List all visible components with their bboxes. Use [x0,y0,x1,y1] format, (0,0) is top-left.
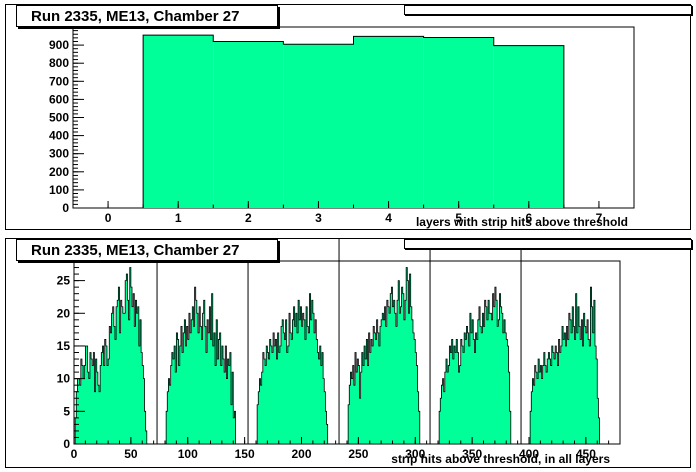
strip-hits-histogram-pad: Run 2335, ME13, Chamber 27 0 50 100 150 200 2… [5,238,692,468]
y-tick-label: 0 [63,437,70,451]
y-tick-label: 20 [57,306,71,320]
y-tick-label: 300 [49,147,69,161]
x-tick-label: 100 [178,447,198,461]
histogram-outline [142,34,565,208]
chart-title: Run 2335, ME13, Chamber 27 [16,239,278,261]
y-tick-label: 5 [63,404,70,418]
histogram-bar [493,45,564,208]
stats-box [404,5,692,15]
histogram-bar [423,37,494,208]
x-tick-label: 150 [235,447,255,461]
stats-box [404,239,692,249]
y-tick-label: 700 [49,74,69,88]
x-tick-label: 200 [291,447,311,461]
histogram-bar [213,41,284,209]
x-tick-label: 350 [462,447,482,461]
strip-hits-histogram-svg: 0 50 100 150 200 250 300 350 400 450 0 5 10 15 20 25 str… [57,239,621,466]
histogram-bar [143,35,214,208]
x-tick-label: 3 [315,211,322,225]
histogram-segment [529,286,600,445]
y-tick-label: 0 [62,201,69,215]
x-tick-label: 250 [348,447,368,461]
y-tick-label: 400 [49,129,69,143]
y-tick-label: 10 [57,372,71,386]
x-tick-label: 0 [105,211,112,225]
layers-histogram-svg: 0 1 2 3 4 5 6 7 0 100 200 300 400 500 600 700 800 900 laye… [49,26,635,229]
plot-frame [73,260,621,445]
x-tick-label: 5 [455,211,462,225]
y-tick-label: 900 [49,38,69,52]
histogram-segment [74,267,148,445]
x-tick-label: 7 [596,211,603,225]
histogram-bar [353,36,424,208]
layers-histogram-pad: Run 2335, ME13, Chamber 27 0 1 2 3 4 5 6 7 0 100 2… [5,4,692,230]
x-tick-label: 300 [405,447,425,461]
x-tick-label: 6 [525,211,532,225]
y-tick-label: 200 [49,165,69,179]
y-tick-label: 500 [49,111,69,125]
x-tick-label: 0 [71,447,78,461]
histogram-segment [438,286,512,445]
chart-title: Run 2335, ME13, Chamber 27 [16,5,278,27]
x-axis-label: layers with strip hits above threshold [416,215,628,229]
x-tick-label: 400 [519,447,539,461]
x-tick-label: 4 [385,211,392,225]
y-tick-label: 25 [57,274,71,288]
x-axis-label: strip hits above threshold, in all layer… [391,452,610,466]
x-tick-label: 50 [124,447,138,461]
x-tick-label: 450 [576,447,596,461]
x-tick-label: 1 [175,211,182,225]
y-tick-label: 600 [49,92,69,106]
histogram-bar [283,44,354,208]
y-tick-label: 100 [49,183,69,197]
histogram-segment [165,286,236,445]
y-tick-label: 15 [57,339,71,353]
histogram-segment [256,293,329,445]
y-tick-label: 800 [49,56,69,70]
histogram-segment [347,267,421,445]
x-tick-label: 2 [245,211,252,225]
